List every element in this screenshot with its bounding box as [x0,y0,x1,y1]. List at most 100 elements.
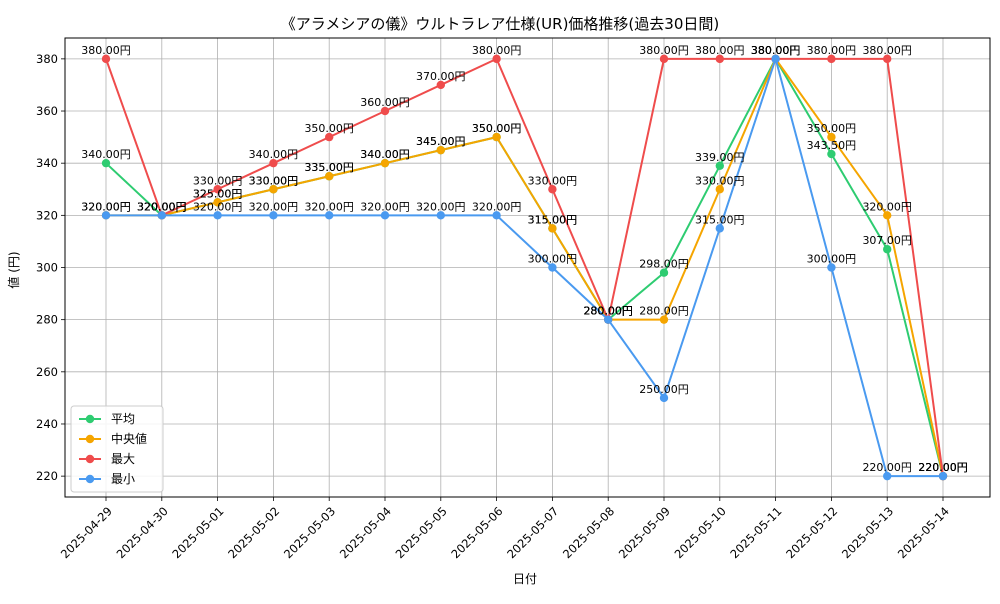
data-label: 320.00円 [472,200,522,213]
legend-label: 最小 [111,472,135,486]
data-label: 325.00円 [193,187,243,200]
y-tick-label: 300 [36,261,58,275]
series [101,54,948,481]
y-tick-label: 220 [36,469,58,483]
y-tick-label: 280 [36,313,58,327]
data-label: 350.00円 [472,122,522,135]
data-point [715,185,724,194]
data-label: 325.00円 [193,187,243,200]
data-label: 220.00円 [918,461,968,474]
data-point [604,315,613,324]
series-labels-1: 320.00円 320.00円325.00円330.00円335.00円340.0… [81,44,968,474]
data-point [101,211,111,220]
data-label: 320.00円 [416,200,466,213]
data-point [715,54,724,64]
data-point [213,185,222,194]
data-label: 380.00円 [751,44,801,57]
data-point [269,158,278,168]
data-label: 343.50円 [807,139,857,152]
data-label: 280.00円 [639,305,689,318]
data-label: 280.00円 [583,305,633,318]
y-tick-label: 260 [36,365,58,379]
series-labels-0: 340.00円320.00円325.00円330.00円335.00円340.0… [81,44,968,474]
data-point [325,132,334,142]
data-point [715,224,724,233]
data-label: 220.00円 [918,461,968,474]
data-point [492,54,501,64]
data-label: 320.00円 [137,200,187,213]
x-tick-label: 2025-05-07 [504,504,561,561]
data-label: 339.00円 [695,151,745,164]
grid [65,38,990,497]
data-label: 220.00円 [862,461,912,474]
data-label: 360.00円 [360,96,410,109]
data-point [548,224,557,233]
data-point [436,80,445,90]
data-point [659,315,669,324]
data-label: 380.00円 [862,44,912,57]
data-label: 330.00円 [528,174,578,187]
y-tick-label: 240 [36,417,58,431]
data-label: 320.00円 [249,200,299,213]
data-label: 220.00円 [918,461,968,474]
data-point [827,149,836,159]
data-label: 320.00円 [193,200,243,213]
data-label: 380.00円 [751,44,801,57]
x-tick-label: 2025-05-12 [783,504,840,561]
data-point [659,393,669,403]
data-point [101,54,111,64]
legend-label: 中央値 [111,431,147,446]
series-line [105,57,944,477]
x-tick-label: 2025-05-06 [448,504,505,561]
x-tick-label: 2025-05-11 [727,504,784,561]
legend-swatch-marker [85,454,95,464]
data-label: 320.00円 [137,200,187,213]
data-point [883,211,892,220]
legend-label: 最大 [111,452,135,466]
data-label: 340.00円 [249,148,299,161]
data-label: 300.00円 [528,253,578,266]
data-label: 340.00円 [81,148,131,161]
data-label: 380.00円 [751,44,801,57]
data-label: 320.00円 [360,200,410,213]
data-label: 380.00円 [472,44,522,57]
data-point [659,268,669,277]
x-tick-label: 2025-05-14 [895,504,952,561]
data-labels: 340.00円320.00円325.00円330.00円335.00円340.0… [81,44,968,474]
y-tick-label: 380 [36,52,58,66]
legend-swatch-marker [85,474,95,484]
data-point [548,185,557,194]
y-axis-label: 値 (円) [6,251,21,288]
data-label: 320.00円 [137,200,187,213]
chart-title: 《アラメシアの儀》ウルトラレア仕様(UR)価格推移(過去30日間) [281,15,719,33]
x-tick-label: 2025-05-10 [672,504,729,561]
data-point [548,263,557,272]
data-label: 320.00円 [81,200,131,213]
data-point [883,54,892,64]
data-label: 345.00円 [416,135,466,148]
data-label: 250.00円 [639,383,689,396]
data-point [771,54,780,64]
data-label: 280.00円 [583,305,633,318]
data-label: 380.00円 [751,44,801,57]
data-point [436,145,445,155]
data-point [213,198,222,207]
data-label: 280.00円 [583,305,633,318]
data-label: 320.00円 [304,200,354,213]
data-label: 340.00円 [360,148,410,161]
data-label: 340.00円 [360,148,410,161]
legend-item: 平均 [79,412,135,426]
series-3 [101,54,948,481]
legend-item: 最小 [79,472,135,486]
data-point [492,211,501,220]
data-label: 315.00円 [528,213,578,226]
data-point [380,211,390,220]
data-label: 315.00円 [695,213,745,226]
legend-box [70,405,164,493]
data-point [325,172,334,181]
y-tick-label: 320 [36,208,58,222]
data-point [269,185,278,194]
data-label: 380.00円 [81,44,131,57]
